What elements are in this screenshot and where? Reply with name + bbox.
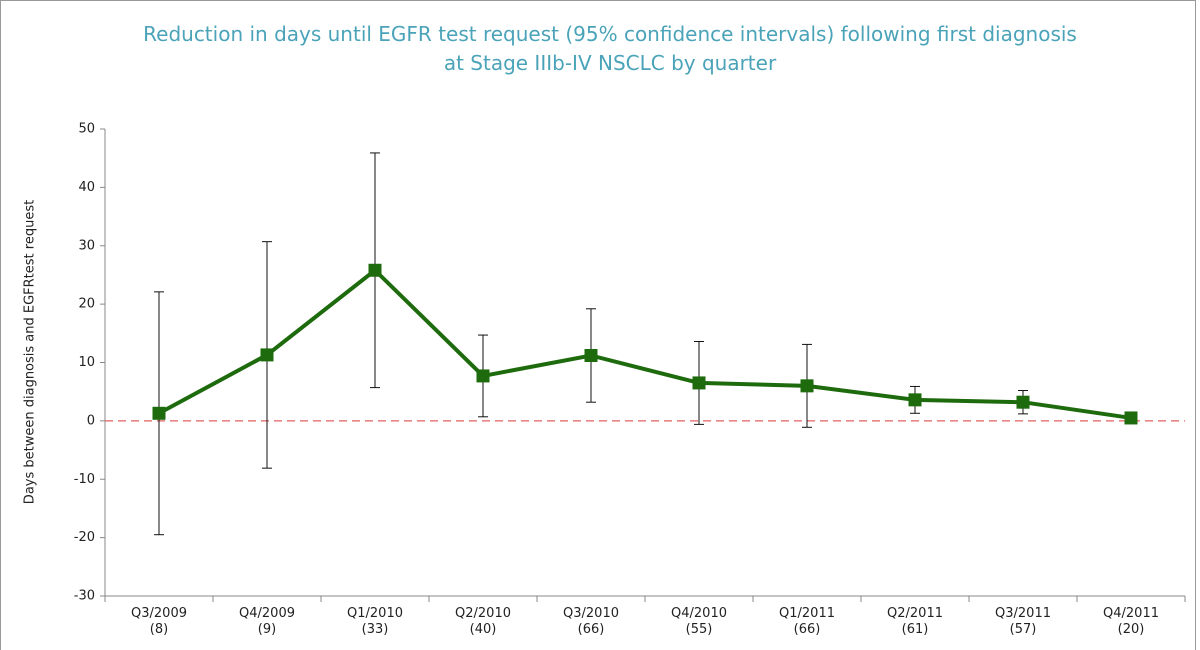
marker	[908, 393, 922, 407]
y-tick-label: -20	[74, 530, 95, 545]
series-line	[158, 267, 1132, 420]
x-tick-label: Q1/2010 (33)	[347, 606, 403, 637]
x-tick-label: Q4/2010 (55)	[671, 606, 727, 637]
y-tick-label: 50	[78, 122, 95, 137]
marker	[476, 369, 490, 383]
marker	[800, 379, 814, 393]
marker	[260, 348, 274, 362]
x-tick-label: Q4/2011 (20)	[1103, 606, 1159, 637]
marker	[584, 348, 598, 362]
x-tick-label: Q3/2009 (8)	[131, 606, 187, 637]
marker	[152, 406, 166, 420]
y-tick-label: 40	[78, 180, 95, 195]
y-tick-label: 10	[78, 355, 95, 370]
x-tick-label: Q2/2010 (40)	[455, 606, 511, 637]
x-tick-label: Q3/2010 (66)	[563, 606, 619, 637]
y-tick-label: 20	[78, 297, 95, 312]
marker	[1016, 395, 1030, 409]
x-tick-label: Q4/2009 (9)	[239, 606, 295, 637]
y-tick-label: -10	[74, 472, 95, 487]
y-tick-label: 0	[87, 413, 95, 428]
y-tick-label: 30	[78, 238, 95, 253]
marker	[1124, 411, 1138, 425]
y-axis-label: Days between diagnosis and EGFRtest requ…	[23, 200, 38, 504]
chart-title: Reduction in days until EGFR test reques…	[143, 22, 1077, 75]
marker	[368, 263, 382, 277]
x-tick-label: Q1/2011 (66)	[779, 606, 835, 637]
y-tick-label: -30	[74, 589, 95, 604]
marker	[692, 376, 706, 390]
x-tick-label: Q3/2011 (57)	[995, 606, 1051, 637]
x-tick-label: Q2/2011 (61)	[887, 606, 943, 637]
